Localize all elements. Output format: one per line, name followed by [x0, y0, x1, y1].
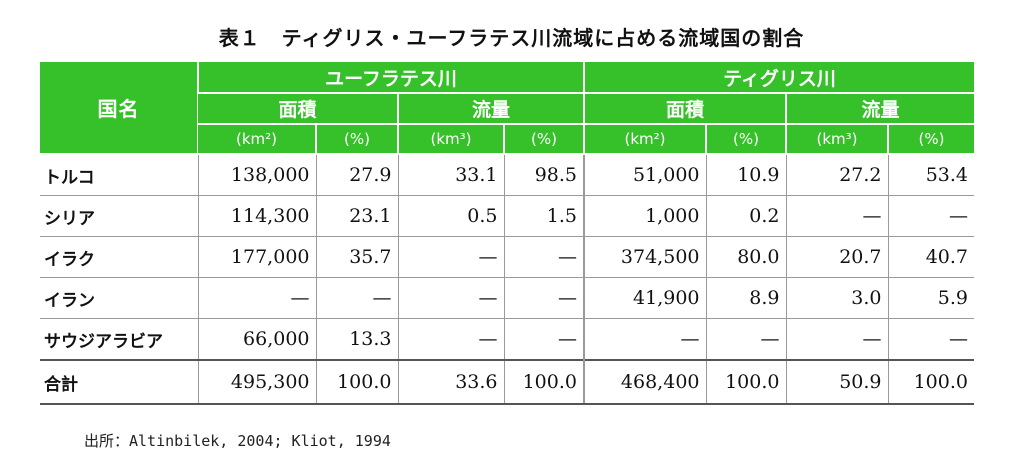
table-cell: 5.9 — [887, 277, 974, 319]
table-cell: 33.1 — [397, 154, 504, 196]
basin-share-table: 国名 ユーフラテス川 ティグリス川 面積 流量 面積 流量 (km²) (%) … — [40, 62, 974, 405]
table-cell: 66,000 — [197, 318, 316, 361]
table-cell: 114,300 — [197, 195, 316, 237]
table-cell: — — [503, 236, 584, 278]
table-cell: 468,400 — [583, 359, 706, 405]
country-name: サウジアラビア — [40, 318, 198, 361]
table-cell: 23.1 — [315, 195, 398, 237]
table-cell: — — [397, 318, 504, 361]
table-cell: 53.4 — [887, 154, 974, 196]
unit-header: (km²) — [583, 124, 706, 155]
table-cell: 40.7 — [887, 236, 974, 278]
table-title: 表１ ティグリス・ユーフラテス川流域に占める流域国の割合 — [218, 26, 805, 50]
unit-header: (%) — [315, 124, 398, 155]
table-cell: 100.0 — [705, 359, 786, 405]
country-name: 合計 — [40, 359, 198, 405]
total-row: 合計 495,300 100.0 33.6 100.0 468,400 100.0 50.9 1… — [40, 359, 974, 405]
table-cell: 33.6 — [397, 359, 504, 405]
table-row: イラク 177,000 35.7— —374,500 80.0 20.7 40.7 — [40, 236, 974, 278]
table-cell: 3.0 — [785, 277, 888, 319]
table-cell: 100.0 — [315, 359, 398, 405]
table-cell: 50.9 — [785, 359, 888, 405]
table-cell: 20.7 — [785, 236, 888, 278]
unit-header: (%) — [705, 124, 786, 155]
country-name: シリア — [40, 195, 198, 237]
table-cell: 13.3 — [315, 318, 398, 361]
euphrates-flow-header: 流量 — [397, 93, 584, 125]
table-cell: — — [887, 195, 974, 237]
table-cell: 51,000 — [583, 154, 706, 196]
country-column-header: 国名 — [40, 62, 198, 155]
table-cell: 0.2 — [705, 195, 786, 237]
table-cell: 100.0 — [503, 359, 584, 405]
table-cell: — — [785, 195, 888, 237]
table-cell: — — [887, 318, 974, 361]
country-name: トルコ — [40, 154, 198, 196]
table-cell: 138,000 — [197, 154, 316, 196]
table-row: シリア 114,300 23.1 0.5 1.5 1,000 0.2— — — [40, 195, 974, 237]
table-cell: — — [583, 318, 706, 361]
country-name: イラン — [40, 277, 198, 319]
table-cell: 0.5 — [397, 195, 504, 237]
table-cell: — — [397, 236, 504, 278]
table-cell: — — [503, 318, 584, 361]
table-cell: — — [315, 277, 398, 319]
table-cell: 8.9 — [705, 277, 786, 319]
table-row: サウジアラビア 66,000 13.3— — — — — — — [40, 318, 974, 361]
table-cell: 100.0 — [887, 359, 974, 405]
table-cell: — — [705, 318, 786, 361]
table-cell: — — [785, 318, 888, 361]
table-cell: 41,900 — [583, 277, 706, 319]
unit-header: (%) — [887, 124, 974, 155]
table-cell: — — [397, 277, 504, 319]
table-cell: 1.5 — [503, 195, 584, 237]
table-cell: 80.0 — [705, 236, 786, 278]
euphrates-header: ユーフラテス川 — [197, 62, 584, 94]
tigris-flow-header: 流量 — [785, 93, 974, 125]
table-row: トルコ 138,000 27.9 33.1 98.5 51,000 10.9 27.2 53.4 — [40, 154, 974, 196]
euphrates-area-header: 面積 — [198, 93, 398, 125]
unit-header: (km²) — [198, 124, 316, 155]
table-cell: 27.2 — [785, 154, 888, 196]
table-cell: 35.7 — [315, 236, 398, 278]
table-cell: — — [197, 277, 316, 319]
source-note: 出所：Altinbilek, 2004; Kliot, 1994 — [84, 432, 391, 450]
table-cell: 1,000 — [583, 195, 706, 237]
table-body: トルコ 138,000 27.9 33.1 98.5 51,000 10.9 27.2 53.4… — [40, 154, 974, 405]
table-cell: 10.9 — [705, 154, 786, 196]
table-cell: 495,300 — [197, 359, 316, 405]
unit-header: (km³) — [785, 124, 888, 155]
tigris-header: ティグリス川 — [583, 62, 974, 94]
unit-header: (%) — [503, 124, 584, 155]
table-cell: 27.9 — [315, 154, 398, 196]
unit-header: (km³) — [397, 124, 504, 155]
table-cell: 177,000 — [197, 236, 316, 278]
tigris-area-header: 面積 — [583, 93, 786, 125]
table-cell: 98.5 — [503, 154, 584, 196]
country-name: イラク — [40, 236, 198, 278]
table-row: イラン — — — —41,900 8.9 3.0 5.9 — [40, 277, 974, 319]
table-cell: — — [503, 277, 584, 319]
table-cell: 374,500 — [583, 236, 706, 278]
